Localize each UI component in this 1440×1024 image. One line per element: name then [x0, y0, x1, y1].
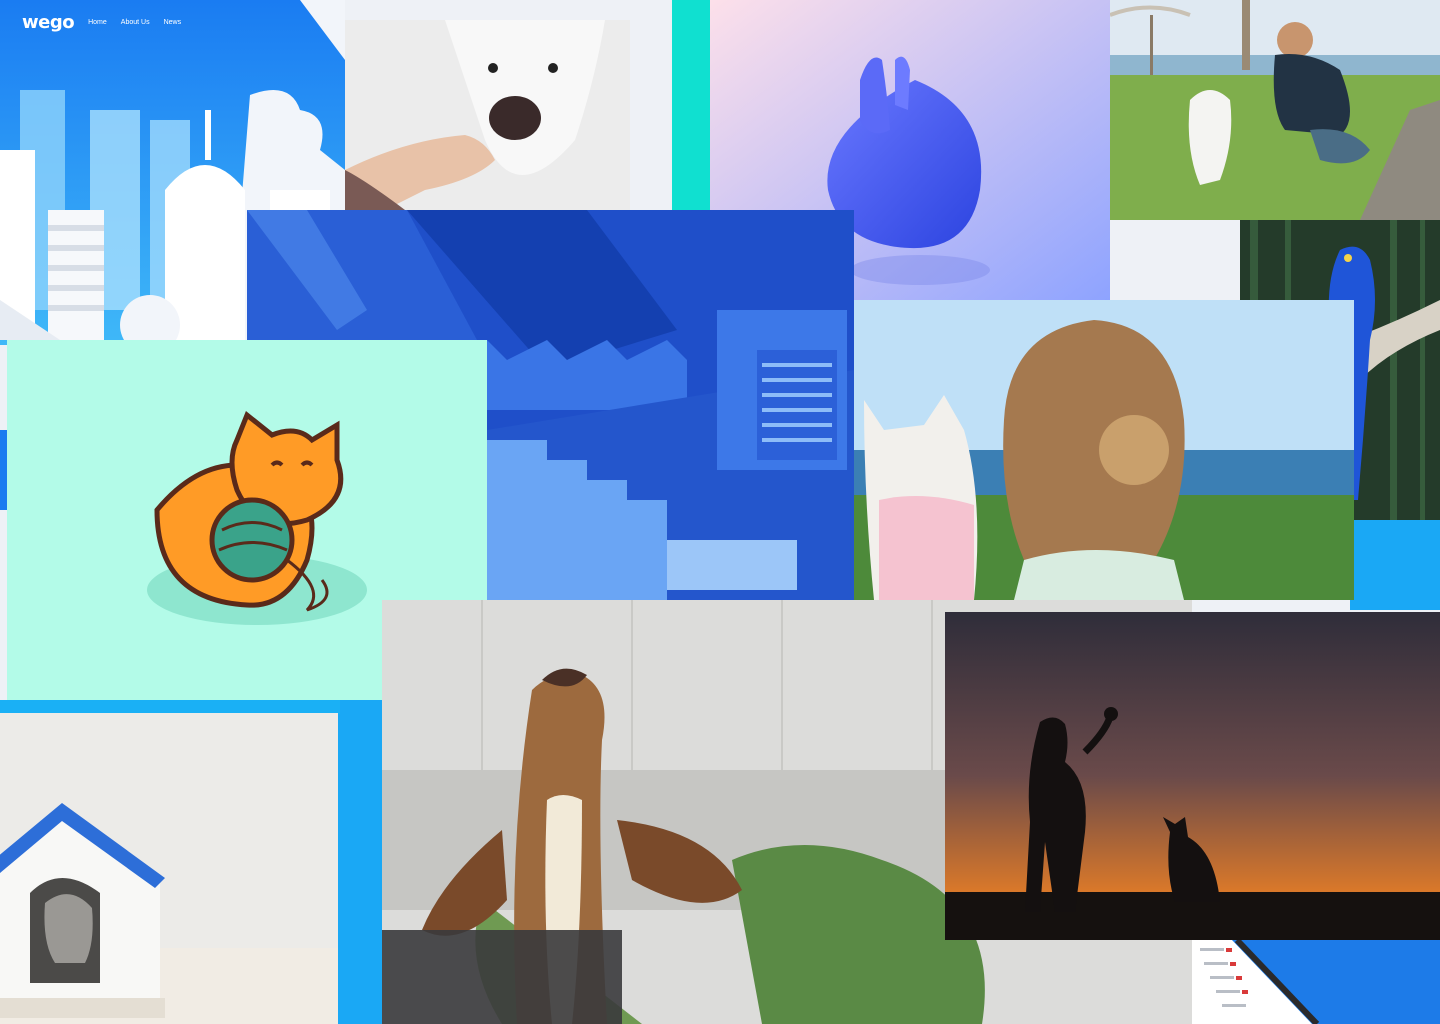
site-logo[interactable]: wego — [22, 12, 75, 33]
dog-treat-photo-tile — [345, 20, 630, 210]
blue-accent-strip-bottom — [336, 700, 384, 1024]
nav-about-link[interactable]: About Us — [120, 19, 150, 26]
site-nav: wego Home About Us News — [22, 12, 181, 33]
sunset-silhouette-photo-tile — [945, 612, 1440, 940]
dog-house-photo-tile — [0, 713, 338, 1024]
nav-home-link[interactable]: Home — [88, 19, 107, 26]
girl-dog-photo-tile — [854, 300, 1354, 600]
tablet-ui-tile — [1192, 940, 1440, 1024]
blue-accent-strip-right — [1350, 520, 1440, 610]
cyan-accent-strip-bottom — [0, 700, 340, 714]
cyan-accent-strip — [672, 0, 712, 210]
cat-yarn-illustration-tile — [7, 340, 487, 700]
man-puppy-photo-tile — [1110, 0, 1440, 220]
nav-news-link[interactable]: News — [163, 19, 182, 26]
blue-accent-strip-left — [0, 430, 8, 510]
